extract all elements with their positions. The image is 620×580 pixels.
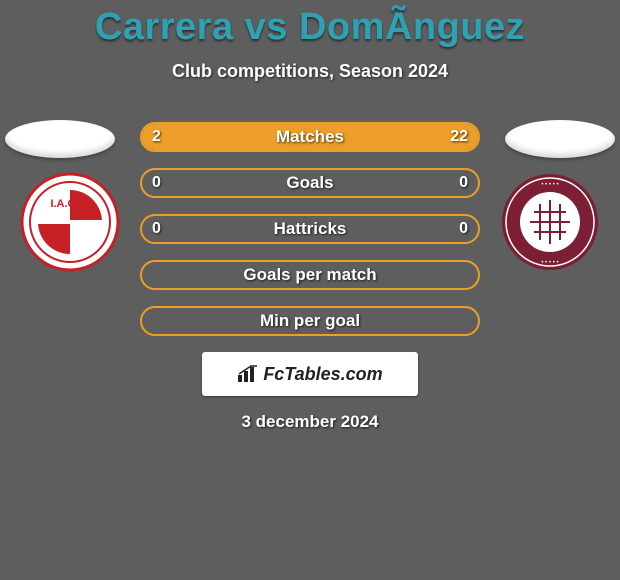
stat-row: Goals per match	[140, 260, 480, 290]
stat-label: Goals per match	[243, 265, 376, 285]
stat-row: 0 Goals 0	[140, 168, 480, 198]
stat-label: Matches	[276, 127, 344, 147]
branding-label: FcTables.com	[237, 364, 382, 385]
stat-label: Min per goal	[260, 311, 360, 331]
stat-value-left: 2	[152, 128, 161, 146]
subtitle: Club competitions, Season 2024	[0, 61, 620, 82]
stat-value-right: 0	[459, 220, 468, 238]
stats-rows: 2 Matches 22 0 Goals 0 0 Hattricks 0 Goals per ma…	[0, 122, 620, 432]
comparison-card: Carrera vs DomÃnguez Club competitions, …	[0, 0, 620, 580]
stat-value-right: 0	[459, 174, 468, 192]
stat-row: 2 Matches 22	[140, 122, 480, 152]
bars-icon	[237, 365, 259, 383]
stat-row: Min per goal	[140, 306, 480, 336]
stat-label: Goals	[286, 173, 333, 193]
stat-label: Hattricks	[274, 219, 347, 239]
stat-value-left: 0	[152, 220, 161, 238]
stat-value-left: 0	[152, 174, 161, 192]
branding-box: FcTables.com	[202, 352, 418, 396]
date-label: 3 december 2024	[0, 412, 620, 432]
stat-row: 0 Hattricks 0	[140, 214, 480, 244]
page-title: Carrera vs DomÃnguez	[0, 0, 620, 49]
stat-value-right: 22	[450, 128, 468, 146]
